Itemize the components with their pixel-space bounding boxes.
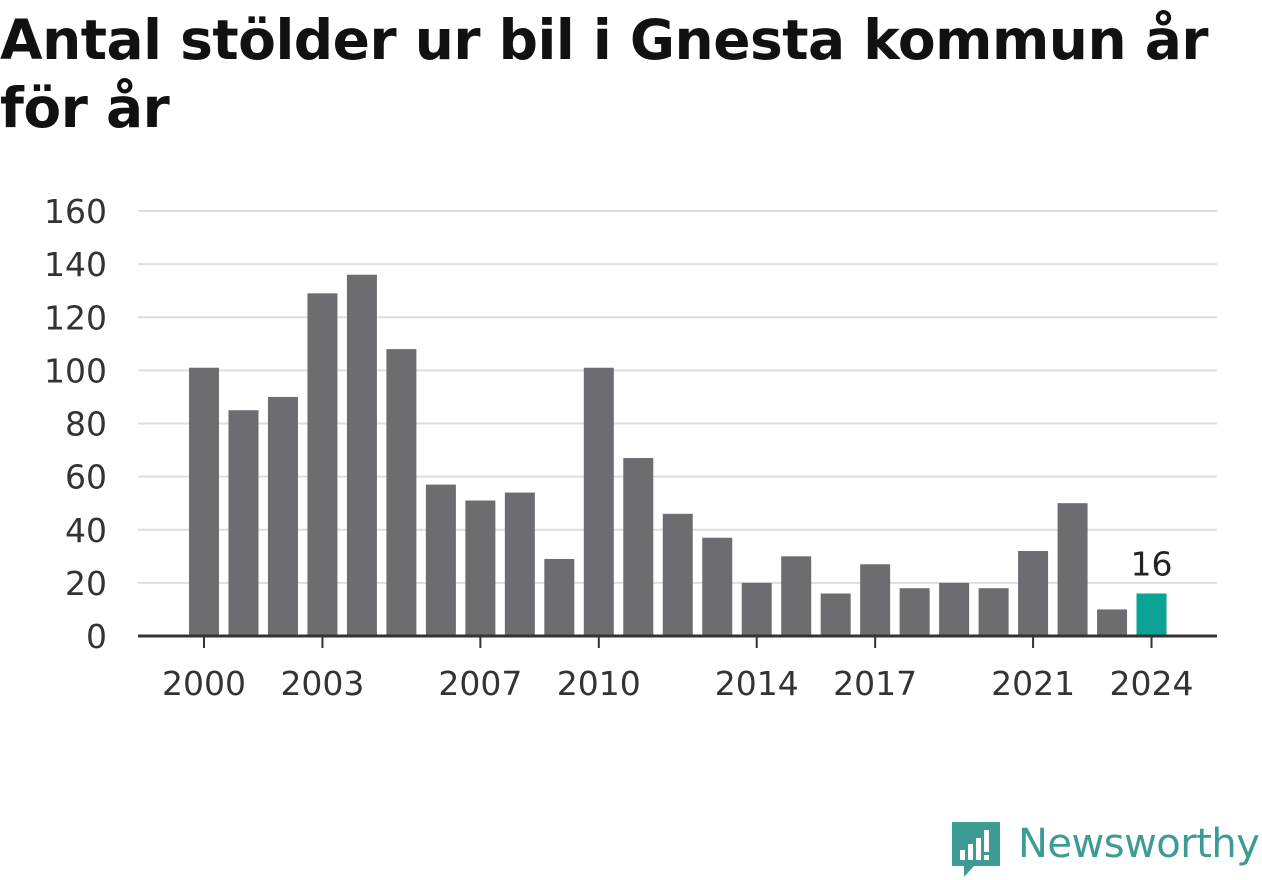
bar-2008 bbox=[504, 492, 535, 636]
x-tick-label: 2017 bbox=[833, 664, 917, 703]
bar-2018 bbox=[899, 588, 930, 636]
annotations: 16 bbox=[1131, 545, 1173, 584]
newsworthy-logo-icon bbox=[952, 822, 1000, 877]
y-tick-label: 100 bbox=[44, 351, 107, 390]
y-tick-label: 40 bbox=[65, 511, 107, 550]
bar-2011 bbox=[623, 458, 654, 636]
chart-title: Antal stölder ur bil i Gnesta kommun år … bbox=[0, 8, 1208, 140]
y-tick-label: 120 bbox=[44, 298, 107, 337]
bar-2007 bbox=[465, 500, 496, 636]
x-tick-label: 2024 bbox=[1110, 664, 1194, 703]
y-tick-label: 140 bbox=[44, 245, 107, 284]
y-tick-label: 80 bbox=[65, 405, 107, 444]
x-tick-label: 2014 bbox=[715, 664, 799, 703]
bar-2020 bbox=[978, 588, 1009, 636]
bar-2000 bbox=[189, 367, 219, 636]
bar-2021 bbox=[1018, 551, 1049, 636]
data-label-highlight: 16 bbox=[1131, 545, 1173, 584]
bar-2001 bbox=[228, 410, 259, 636]
x-tick-label: 2007 bbox=[438, 664, 522, 703]
bar-2003 bbox=[307, 293, 338, 636]
bar-2022 bbox=[1057, 503, 1088, 636]
bar-2013 bbox=[702, 537, 733, 636]
y-tick-label: 60 bbox=[65, 458, 107, 497]
bar-2015 bbox=[781, 556, 812, 636]
bar-2024 bbox=[1136, 593, 1167, 636]
bar-2005 bbox=[386, 349, 417, 636]
bar-2012 bbox=[662, 513, 693, 636]
bar-2009 bbox=[544, 558, 575, 636]
y-tick-label: 20 bbox=[65, 564, 107, 603]
bar-2010 bbox=[583, 367, 614, 636]
bar-2004 bbox=[346, 274, 377, 636]
bars bbox=[189, 274, 1167, 636]
y-tick-label: 160 bbox=[44, 192, 107, 231]
y-tick-label: 0 bbox=[86, 617, 107, 656]
x-tick-label: 2003 bbox=[280, 664, 364, 703]
bar-2014 bbox=[741, 582, 772, 636]
x-axis bbox=[138, 634, 1217, 648]
brand-name: Newsworthy bbox=[1018, 821, 1260, 867]
bar-2002 bbox=[267, 396, 298, 636]
x-tick-label: 2010 bbox=[557, 664, 641, 703]
x-axis-tick-labels: 2000 2003 2007 2010 2014 2017 2021 2024 bbox=[162, 664, 1194, 703]
bar-2017 bbox=[860, 564, 891, 636]
newsworthy-logo[interactable]: Newsworthy bbox=[950, 820, 1260, 878]
bar-2016 bbox=[820, 593, 851, 636]
y-axis-tick-labels: 0 20 40 60 80 100 120 140 160 bbox=[44, 192, 107, 656]
bar-2006 bbox=[425, 484, 456, 636]
bar-2023 bbox=[1097, 609, 1128, 636]
x-tick-label: 2000 bbox=[162, 664, 246, 703]
x-tick-label: 2021 bbox=[991, 664, 1075, 703]
bar-2019 bbox=[939, 582, 970, 636]
